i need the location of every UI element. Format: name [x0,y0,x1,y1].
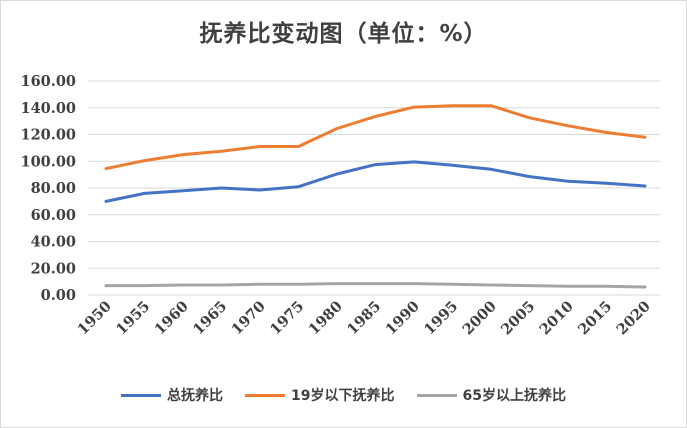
y-tick-label: 120.00 [21,127,77,144]
y-tick-label: 140.00 [21,100,77,117]
legend-label-total: 总抚养比 [167,388,224,404]
legend-label-over65: 65岁以上抚养比 [462,388,566,404]
y-axis-ticks: 0.00 20.00 40.00 60.00 80.00 100.00 120.00 140.… [21,73,77,304]
legend-item-under19: 19岁以下抚养比 [245,385,395,405]
series-lines [104,104,647,289]
y-tick-label: 80.00 [31,180,76,197]
gridlines [88,80,660,296]
x-tick-label: 1990 [382,298,423,339]
x-tick-label: 1985 [344,298,385,339]
legend-label-under19: 19岁以下抚养比 [291,388,395,404]
series-line-total [104,160,647,203]
y-tick-label: 100.00 [21,153,77,170]
y-tick-label: 60.00 [31,207,76,224]
legend: 总抚养比 19岁以下抚养比 65岁以上抚养比 [0,385,687,405]
y-tick-label: 0.00 [41,287,76,304]
x-tick-label: 1950 [74,298,115,339]
x-tick-label: 1965 [190,298,231,339]
y-tick-label: 40.00 [31,234,76,251]
x-tick-label: 2000 [459,298,500,339]
x-tick-label: 2020 [613,298,654,339]
x-tick-label: 1980 [305,298,346,339]
x-tick-label: 2005 [498,298,539,339]
x-tick-label: 2015 [575,298,616,339]
y-tick-label: 160.00 [21,73,77,90]
y-tick-label: 20.00 [31,260,76,277]
x-axis-ticks: 1950195519601965197019751980198519901995… [74,298,654,339]
x-tick-label: 1975 [267,298,308,339]
series-line-over65 [104,282,647,289]
legend-swatch-total [121,393,162,397]
legend-item-total: 总抚养比 [121,385,223,405]
x-tick-label: 1995 [421,298,462,339]
legend-swatch-over65 [416,393,457,397]
legend-swatch-under19 [245,393,286,397]
x-tick-label: 2010 [536,298,577,339]
chart-title: 抚养比变动图（单位：%） [199,21,488,47]
x-tick-label: 1955 [113,298,154,339]
series-line-under19 [104,104,647,171]
x-tick-label: 1970 [228,298,269,339]
legend-item-over65: 65岁以上抚养比 [416,385,566,405]
x-tick-label: 1960 [151,298,192,339]
